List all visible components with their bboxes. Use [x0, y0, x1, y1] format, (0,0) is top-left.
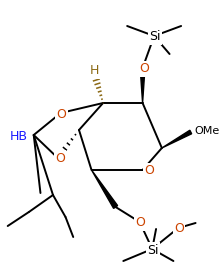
Text: O: O	[174, 222, 184, 235]
Text: Si: Si	[147, 243, 159, 257]
Polygon shape	[92, 170, 118, 208]
Text: O: O	[55, 152, 65, 164]
Text: HB: HB	[10, 130, 28, 142]
Text: Si: Si	[149, 31, 161, 43]
Text: O: O	[144, 164, 154, 177]
Polygon shape	[140, 68, 145, 103]
Text: OMe: OMe	[195, 126, 220, 136]
Text: O: O	[140, 62, 149, 76]
Polygon shape	[162, 130, 192, 148]
Text: O: O	[57, 108, 67, 120]
Text: O: O	[136, 216, 146, 230]
Text: H: H	[90, 65, 99, 78]
